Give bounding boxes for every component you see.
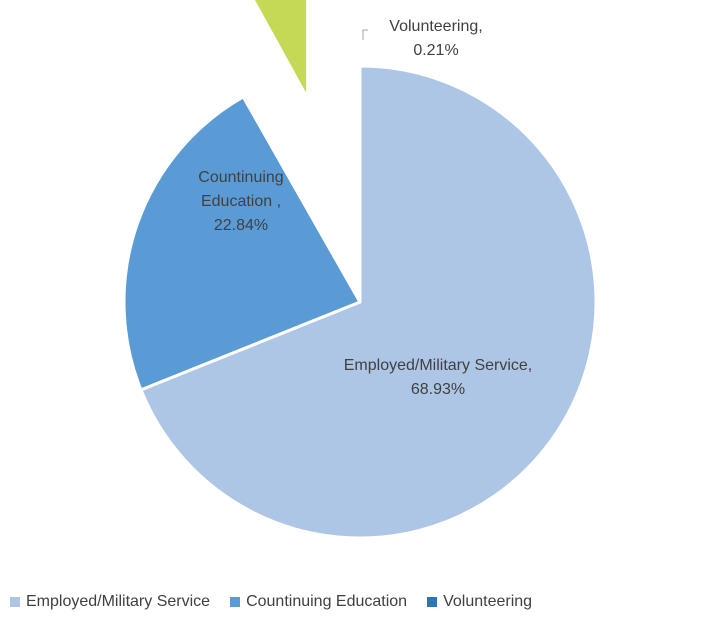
slice-continuing-education	[122, 95, 362, 392]
legend-label-employed: Employed/Military Service	[26, 593, 211, 610]
leader-line-volunteering	[362, 29, 368, 40]
slice-employed	[139, 64, 598, 540]
pie-slices	[122, 0, 598, 540]
legend-item-employed: Employed/Military Service	[10, 593, 210, 611]
label-continuing-education-line: 22.84%	[214, 217, 268, 234]
label-volunteering-line: 0.21%	[413, 42, 458, 59]
legend-label-volunteering: Volunteering	[443, 593, 533, 610]
leader-lines	[362, 29, 368, 40]
label-continuing-education-line: Education ,	[201, 193, 281, 210]
legend: Employed/Military Service Countinuing Ed…	[10, 590, 532, 614]
legend-label-continuing-education: Countinuing Education	[246, 593, 408, 610]
label-employed-line: Employed/Military Service,	[344, 357, 533, 374]
label-employed-line: 68.93%	[411, 381, 465, 398]
legend-swatch-employed	[10, 597, 20, 607]
label-volunteering-line: Volunteering,	[389, 18, 482, 35]
label-employed: Employed/Military Service, 68.93%	[344, 357, 533, 398]
legend-swatch-volunteering	[427, 597, 438, 607]
legend-item-volunteering: Volunteering	[427, 593, 532, 611]
legend-swatch-continuing-education	[230, 597, 241, 607]
legend-item-continuing-education: Countinuing Education	[230, 593, 407, 611]
label-continuing-education-line: Countinuing	[198, 169, 283, 186]
slice-volunteering	[241, 93, 362, 304]
slice-other	[251, 0, 310, 101]
data-labels: Employed/Military Service, 68.93% Countinu…	[198, 18, 532, 398]
label-continuing-education: Countinuing Education , 22.84%	[198, 169, 283, 234]
label-volunteering: Volunteering, 0.21%	[389, 18, 482, 59]
